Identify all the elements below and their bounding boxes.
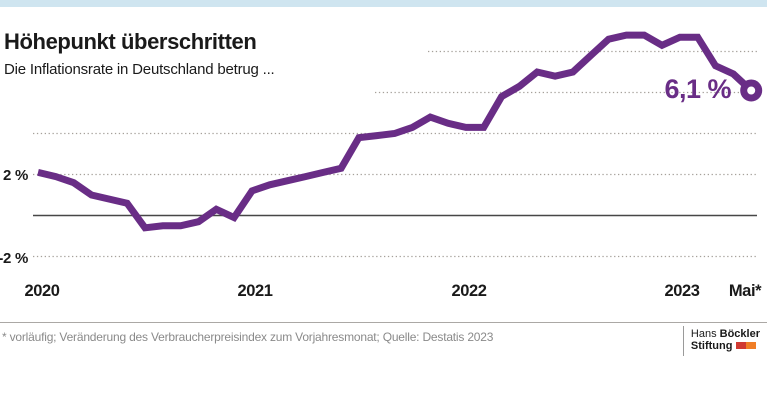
y-tick-2pct: 2 %	[3, 167, 28, 184]
x-tick-2022: 2022	[451, 282, 486, 300]
logo-text-hans: Hans	[690, 328, 720, 340]
chart-subtitle: Die Inflationsrate in Deutschland betrug…	[4, 61, 275, 78]
y-tick-minus2pct: -2 %	[0, 250, 28, 267]
chart-title: Höhepunkt überschritten	[4, 29, 257, 54]
last-point-marker	[740, 79, 763, 102]
x-tick-mai: Mai*	[729, 282, 762, 300]
footer-divider	[0, 322, 767, 323]
inflation-chart: 2 % -2 % 2020 2021 2022 2023 Mai*	[0, 31, 763, 300]
x-tick-2023: 2023	[664, 282, 699, 300]
hans-boeckler-stiftung-logo: Hans Böckler Stiftung	[690, 328, 760, 353]
logo-line1: Hans Böckler	[690, 328, 760, 341]
logo-divider	[683, 326, 684, 356]
x-tick-2020: 2020	[24, 282, 59, 300]
logo-text-boeckler: Böckler	[719, 328, 760, 340]
last-value-callout: 6,1 %	[664, 74, 731, 104]
logo-line2: Stiftung	[690, 339, 760, 353]
top-accent-bar	[0, 0, 767, 7]
source-note: * vorläufig; Veränderung des Verbraucher…	[2, 330, 494, 344]
logo-flag-orange-icon	[745, 341, 756, 349]
logo-text-stiftung: Stiftung	[690, 339, 733, 352]
inflation-line	[37, 31, 754, 232]
x-tick-2021: 2021	[237, 282, 272, 300]
logo-flag-red-icon	[735, 341, 746, 349]
